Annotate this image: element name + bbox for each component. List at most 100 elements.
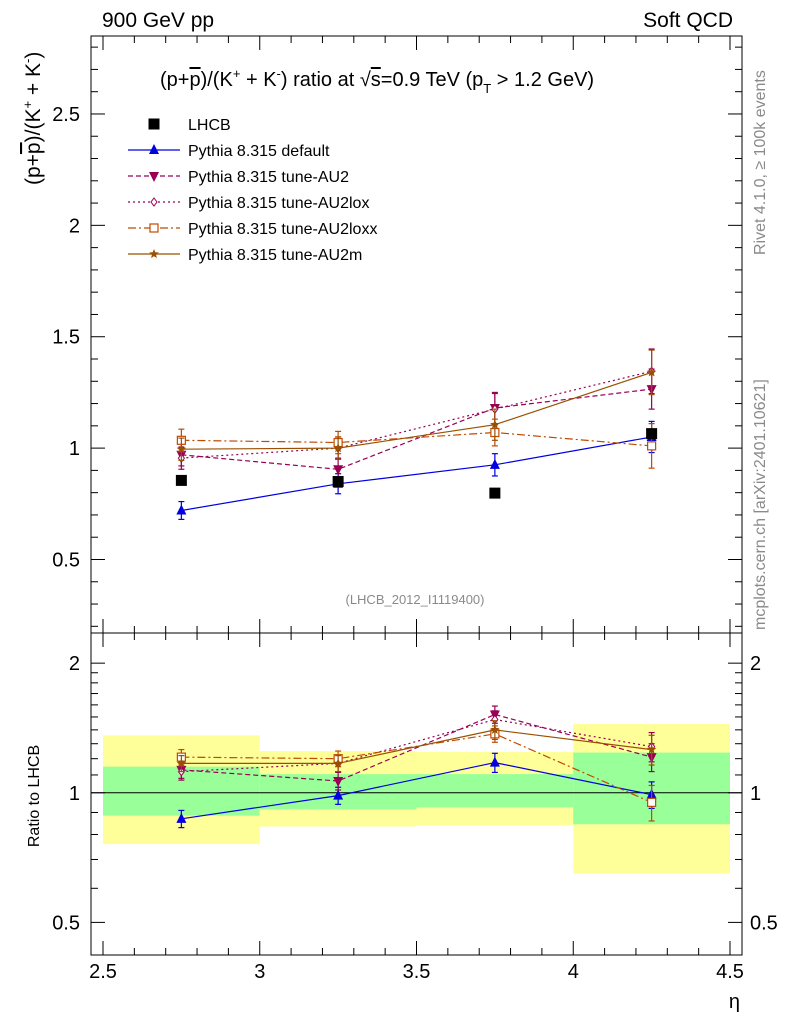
data-point-AU2m (490, 419, 500, 429)
main-series-layer (175, 348, 658, 520)
data-point-AU2m (646, 367, 657, 377)
data-point-AU2 (333, 777, 344, 788)
data-point-AU2 (333, 465, 344, 476)
data-point-data (646, 428, 658, 440)
ratio-y-tick-label-left: 2 (69, 653, 80, 675)
series-line-AU2 (181, 713, 652, 782)
legend-item-default: Pythia 8.315 default (128, 143, 330, 160)
mcplots-label: mcplots.cern.ch [arXiv:2401.10621] (752, 379, 769, 630)
ylabel-mid2: + K (22, 63, 45, 101)
title-pre: (p+ (160, 69, 189, 91)
data-point-AU2m (490, 724, 500, 734)
ratio-y-axis-label: Ratio to LHCB (26, 745, 43, 847)
main-y-axis-label: (p+p)/(K+ + K-) (20, 52, 45, 185)
ratio-series-layer (176, 705, 657, 829)
title-s: s (371, 69, 381, 91)
legend-item-AU2lox: Pythia 8.315 tune-AU2lox (128, 195, 369, 212)
legend-marker (149, 172, 159, 182)
main-y-tick-label: 1.5 (52, 327, 80, 349)
series-line-default (181, 761, 652, 820)
data-point-default (489, 756, 500, 767)
legend-label: Pythia 8.315 tune-AU2lox (188, 195, 369, 212)
header-right-label: Soft QCD (643, 9, 733, 32)
series-AU2m (176, 720, 657, 773)
main-y-tick-label: 1 (69, 438, 80, 460)
legend-item-AU2m: Pythia 8.315 tune-AU2m (128, 247, 362, 264)
ratio-axis-ticks: 2.5 3 3.5 4 4.5 0.5 0.5 1 1 2 2 (52, 633, 778, 983)
legend-label: Pythia 8.315 tune-AU2 (188, 169, 349, 186)
legend-label: Pythia 8.315 default (188, 143, 330, 160)
data-point-data (332, 476, 344, 488)
data-point-default (489, 458, 500, 469)
data-point-AU2m (646, 744, 657, 754)
title-sub: T (483, 81, 491, 96)
ylabel-post: ) (22, 52, 45, 59)
title-energy: =0.9 TeV (p (381, 69, 483, 91)
ratio-y-tick-label-right: 0.5 (750, 912, 778, 934)
title-sup2: - (277, 66, 281, 81)
data-point-default (176, 504, 187, 515)
title-pbar: p (189, 69, 200, 91)
ratio-y-tick-label-left: 0.5 (52, 912, 80, 934)
x-tick-label: 2.5 (89, 961, 117, 983)
ylabel-mid: )/(K (22, 109, 45, 143)
x-axis-label: η (729, 991, 740, 1013)
series-line-AU2loxx (181, 431, 652, 447)
data-point-AU2loxx (647, 441, 657, 451)
series-data (175, 428, 658, 499)
data-point-AU2m (333, 758, 343, 768)
legend-item-AU2loxx: Pythia 8.315 tune-AU2loxx (128, 221, 377, 238)
x-tick-label: 4.5 (716, 961, 744, 983)
header-left-label: 900 GeV pp (102, 9, 214, 32)
data-point-AU2m (333, 443, 343, 453)
title-sup1: + (233, 66, 241, 81)
legend-marker (150, 197, 158, 207)
data-point-AU2m (176, 444, 187, 454)
main-plot-title: (p+p)/(K+ + K-) ratio at √s=0.9 TeV (pT … (160, 66, 594, 96)
legend-marker (148, 118, 160, 130)
ylabel-pre: (p+ (22, 154, 45, 185)
series-line-default (181, 436, 652, 512)
ratio-y-tick-label-right: 2 (750, 653, 761, 675)
series-AU2m (176, 349, 657, 461)
series-line-AU2lox (181, 370, 652, 459)
series-line-AU2m (181, 729, 652, 765)
series-line-AU2 (181, 388, 652, 470)
legend: LHCB Pythia 8.315 default Pythia 8.315 tun… (128, 117, 377, 264)
legend-item-AU2: Pythia 8.315 tune-AU2 (128, 169, 349, 186)
data-point-data (489, 487, 501, 499)
data-point-data (175, 474, 187, 486)
title-post: ) ratio at (281, 69, 360, 91)
ratio-y-tick-label-left: 1 (69, 783, 80, 805)
title-mid: )/(K (201, 69, 234, 91)
ratio-band-inner (416, 774, 574, 808)
data-point-default (176, 812, 187, 823)
analysis-tag: (LHCB_2012_I1119400) (345, 592, 484, 607)
data-point-AU2m (176, 758, 187, 768)
series-AU2lox (177, 348, 656, 470)
data-point-AU2loxx (647, 797, 657, 807)
ylabel-sup1: + (20, 101, 35, 109)
x-tick-label: 4 (568, 961, 579, 983)
main-axis-ticks: 0.5 1 1.5 2 2.5 (52, 36, 742, 633)
ratio-y-tick-label-right: 1 (750, 783, 761, 805)
x-tick-label: 3.5 (403, 961, 431, 983)
legend-label: LHCB (188, 117, 231, 134)
legend-marker (149, 249, 159, 258)
main-y-tick-label: 2.5 (52, 104, 80, 126)
legend-item-data: LHCB (148, 117, 231, 134)
main-y-tick-label: 2 (69, 215, 80, 237)
ylabel-sup2: - (20, 59, 35, 63)
series-line-AU2m (181, 371, 652, 450)
ylabel-pbar: p (22, 142, 45, 154)
main-y-tick-label: 0.5 (52, 549, 80, 571)
x-tick-label: 3 (254, 961, 265, 983)
title-cut: > 1.2 GeV) (491, 69, 594, 91)
title-mid2: + K (240, 69, 277, 91)
rivet-label: Rivet 4.1.0, ≥ 100k events (752, 70, 769, 255)
title-sqrt: √ (360, 69, 371, 91)
legend-marker (149, 144, 159, 154)
data-point-default (333, 789, 344, 800)
legend-label: Pythia 8.315 tune-AU2loxx (188, 221, 377, 238)
